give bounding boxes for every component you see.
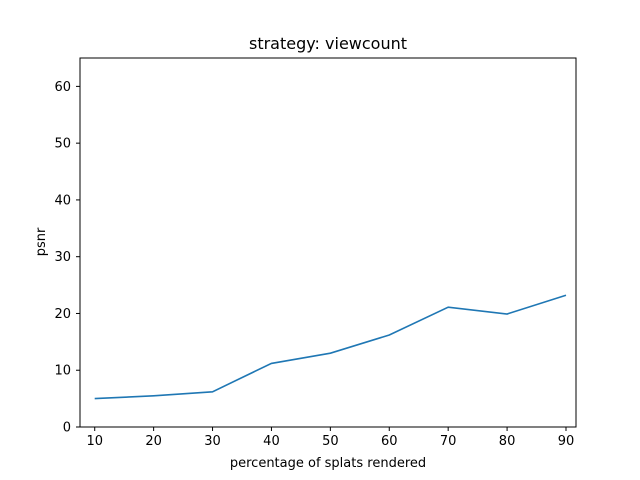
x-tick-label: 60 [381,434,398,449]
y-axis-ticks: 0 10 20 30 40 50 60 [54,80,80,436]
x-tick-label: 50 [322,434,339,449]
y-tick-label: 40 [54,193,71,208]
y-tick-label: 60 [54,80,71,95]
x-tick-label: 90 [558,434,575,449]
y-tick-label: 10 [54,364,71,379]
x-tick-label: 30 [204,434,221,449]
y-tick-label: 30 [54,250,71,265]
x-tick-label: 10 [86,434,103,449]
y-axis-label: psnr [34,227,49,256]
x-tick-label: 40 [263,434,280,449]
plot-area-frame [79,57,577,428]
x-tick-label: 70 [440,434,457,449]
series-line-psnr [94,294,567,400]
x-axis-label: percentage of splats rendered [230,456,426,471]
x-axis-ticks: 10 20 30 40 50 60 70 80 90 [86,427,574,449]
x-tick-label: 20 [145,434,162,449]
y-tick-label: 0 [63,421,71,436]
y-tick-label: 20 [54,307,71,322]
chart-title: strategy: viewcount [249,34,407,53]
x-tick-label: 80 [499,434,516,449]
y-tick-label: 50 [54,137,71,152]
